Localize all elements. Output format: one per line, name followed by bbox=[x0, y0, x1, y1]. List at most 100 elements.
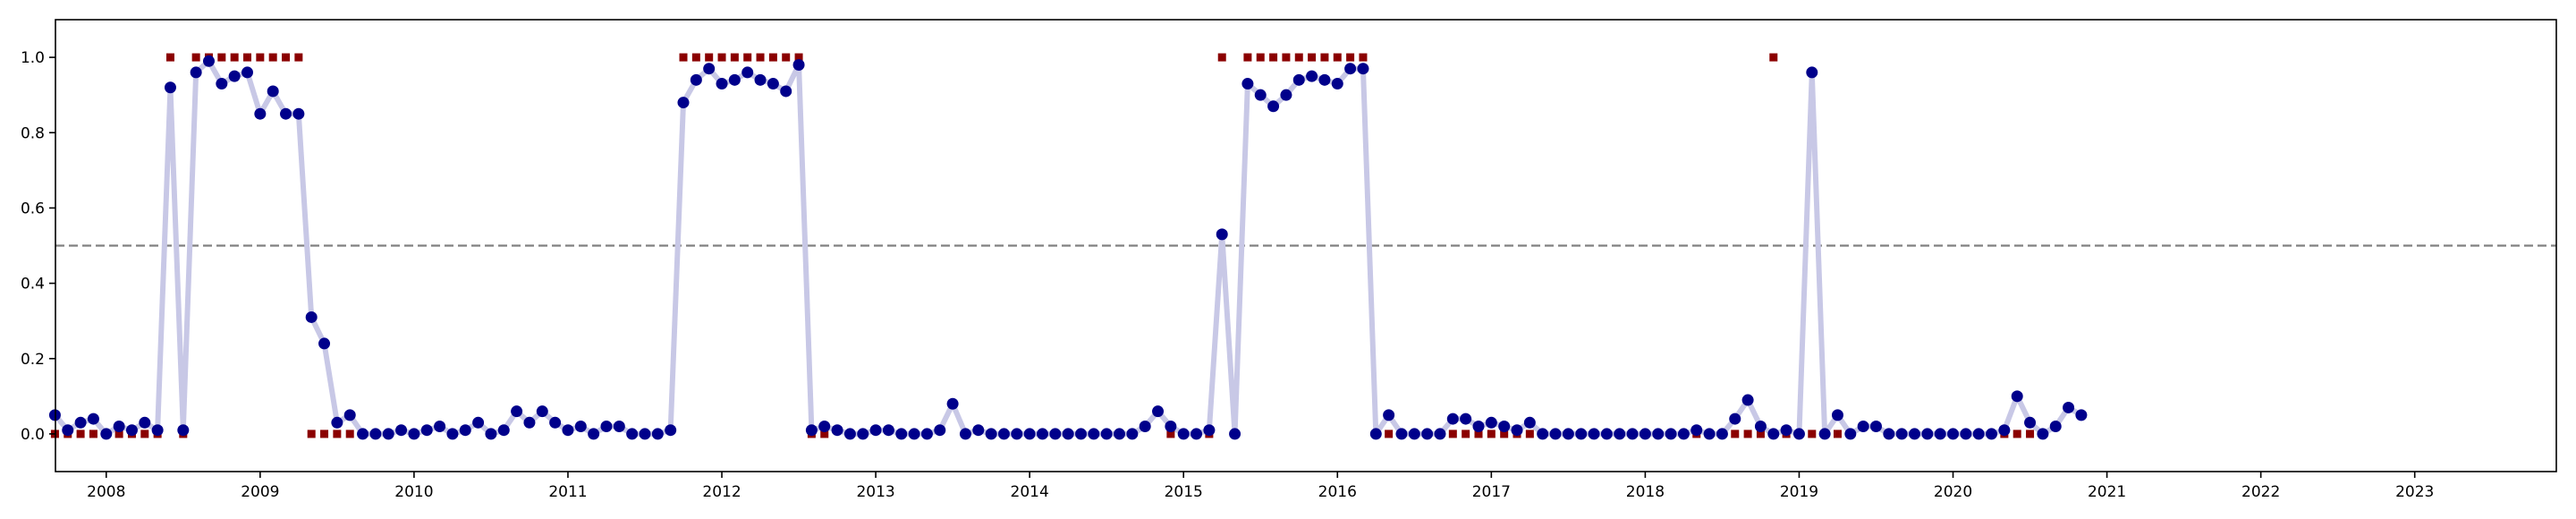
probability-point bbox=[1114, 428, 1126, 440]
probability-point bbox=[2063, 401, 2075, 413]
y-tick-label: 0.8 bbox=[21, 124, 45, 142]
probability-point bbox=[1369, 428, 1382, 440]
label-marker bbox=[243, 53, 252, 62]
probability-point bbox=[639, 428, 651, 440]
probability-point bbox=[1049, 428, 1062, 440]
probability-point bbox=[690, 73, 702, 86]
probability-point bbox=[1088, 428, 1100, 440]
probability-point bbox=[305, 311, 318, 323]
label-marker bbox=[345, 430, 354, 438]
probability-point bbox=[2075, 409, 2088, 421]
axes-frame bbox=[55, 19, 2557, 472]
label-marker bbox=[1500, 430, 1509, 438]
probability-point bbox=[1909, 428, 1921, 440]
probability-point bbox=[1626, 428, 1639, 440]
label-marker bbox=[76, 430, 85, 438]
label-marker bbox=[1743, 430, 1752, 438]
probability-point bbox=[728, 73, 741, 86]
probability-point bbox=[959, 428, 971, 440]
label-marker bbox=[140, 430, 149, 438]
probability-point bbox=[202, 55, 215, 67]
probability-point bbox=[1191, 428, 1203, 440]
label-marker bbox=[1462, 430, 1470, 438]
y-tick-label: 0.6 bbox=[21, 200, 45, 217]
probability-point bbox=[113, 421, 125, 432]
probability-point bbox=[882, 424, 894, 437]
probability-point bbox=[1472, 421, 1485, 432]
probability-point bbox=[574, 421, 587, 432]
x-tick-label: 2012 bbox=[702, 483, 741, 501]
probability-point bbox=[523, 416, 536, 429]
x-tick-label: 2010 bbox=[394, 483, 433, 501]
label-marker bbox=[2012, 430, 2021, 438]
probability-point bbox=[1818, 428, 1831, 440]
label-marker bbox=[294, 53, 303, 62]
probability-point bbox=[1318, 73, 1331, 86]
label-marker bbox=[333, 430, 342, 438]
label-marker bbox=[268, 53, 277, 62]
probability-point bbox=[1216, 228, 1228, 241]
probability-point bbox=[651, 428, 664, 440]
x-tick-label: 2020 bbox=[1934, 483, 1972, 501]
probability-point bbox=[1575, 428, 1588, 440]
probability-point bbox=[1665, 428, 1677, 440]
probability-point bbox=[1139, 421, 1151, 432]
label-marker bbox=[1359, 53, 1368, 62]
probability-point bbox=[920, 428, 933, 440]
label-marker bbox=[1525, 430, 1534, 438]
probability-point bbox=[780, 85, 792, 98]
probability-point bbox=[818, 421, 831, 432]
probability-point bbox=[985, 428, 997, 440]
label-marker bbox=[1243, 53, 1252, 62]
x-tick-label: 2022 bbox=[2241, 483, 2280, 501]
label-marker bbox=[1256, 53, 1265, 62]
label-marker bbox=[282, 53, 291, 62]
probability-line bbox=[52, 58, 2084, 437]
probability-point bbox=[1062, 428, 1074, 440]
probability-point bbox=[408, 428, 420, 440]
label-marker bbox=[1308, 53, 1317, 62]
label-marker bbox=[1808, 430, 1817, 438]
x-tick-label: 2018 bbox=[1626, 483, 1665, 501]
probability-point bbox=[2037, 428, 2049, 440]
probability-point bbox=[1498, 421, 1511, 432]
probability-point bbox=[946, 397, 959, 410]
probability-point bbox=[1537, 428, 1549, 440]
probability-point bbox=[741, 66, 754, 79]
label-marker bbox=[114, 430, 123, 438]
probability-point bbox=[831, 424, 843, 437]
y-tick-label: 0.0 bbox=[21, 426, 45, 444]
probability-point bbox=[934, 424, 946, 437]
probability-point bbox=[2049, 421, 2062, 432]
probability-point bbox=[1075, 428, 1088, 440]
probability-point bbox=[1100, 428, 1113, 440]
probability-point bbox=[1767, 428, 1780, 440]
label-marker bbox=[320, 430, 329, 438]
probability-point bbox=[997, 428, 1010, 440]
probability-point bbox=[1780, 424, 1792, 437]
x-tick-label: 2009 bbox=[241, 483, 279, 501]
probability-point bbox=[754, 73, 767, 86]
label-marker bbox=[1385, 430, 1394, 438]
probability-point bbox=[357, 428, 369, 440]
probability-point bbox=[1792, 428, 1805, 440]
label-marker bbox=[1269, 53, 1278, 62]
label-marker bbox=[307, 430, 316, 438]
probability-point bbox=[677, 97, 690, 109]
probability-point bbox=[1806, 66, 1818, 79]
probability-point bbox=[1690, 424, 1703, 437]
label-marker bbox=[1731, 430, 1740, 438]
label-marker bbox=[679, 53, 688, 62]
probability-point bbox=[549, 416, 562, 429]
probability-point bbox=[420, 424, 433, 437]
probability-point bbox=[369, 428, 382, 440]
label-marker bbox=[1474, 430, 1483, 438]
label-marker bbox=[1769, 53, 1778, 62]
probability-point bbox=[908, 428, 920, 440]
probability-point bbox=[1588, 428, 1600, 440]
label-marker bbox=[705, 53, 714, 62]
probability-point bbox=[228, 70, 241, 82]
probability-point bbox=[74, 416, 87, 429]
probability-point bbox=[1331, 78, 1343, 90]
label-marker bbox=[1833, 430, 1842, 438]
